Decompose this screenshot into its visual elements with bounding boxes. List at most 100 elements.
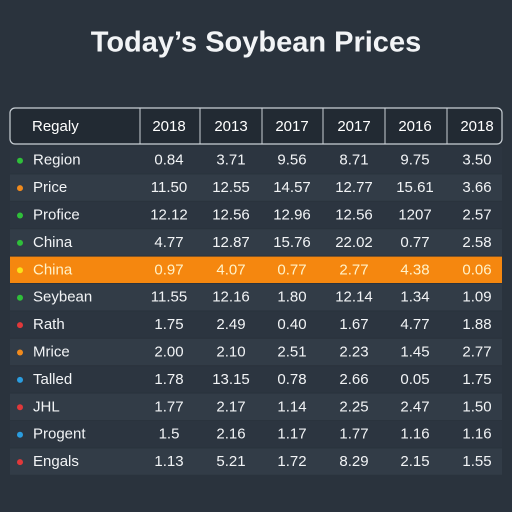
cell-value: 4.77 <box>400 316 429 333</box>
row-label: Mrice <box>33 343 70 360</box>
highlight-row <box>10 256 502 283</box>
row-label: JHL <box>33 398 60 415</box>
row-label: China <box>33 234 73 251</box>
cell-value: 22.02 <box>335 234 373 251</box>
cell-value: 1.50 <box>462 398 491 415</box>
cell-value: 1.80 <box>277 289 306 306</box>
status-dot <box>17 404 23 411</box>
cell-value: 15.61 <box>396 179 434 196</box>
row-background <box>10 311 502 338</box>
row-background <box>10 284 502 311</box>
column-header: 2018 <box>152 118 185 135</box>
cell-value: 2.51 <box>277 343 306 360</box>
cell-value: 15.76 <box>273 234 311 251</box>
cell-value: 12.56 <box>335 206 373 223</box>
status-dot <box>17 322 23 329</box>
status-dot <box>17 239 23 246</box>
status-dot <box>17 349 23 356</box>
cell-value: 12.96 <box>273 206 311 223</box>
cell-value: 0.40 <box>277 316 306 333</box>
cell-value: 1.16 <box>400 426 429 443</box>
cell-value: 1.72 <box>277 453 306 470</box>
cell-value: 1.13 <box>154 453 183 470</box>
column-header: 2017 <box>337 118 370 135</box>
cell-value: 1.75 <box>462 371 491 388</box>
cell-value: 4.07 <box>216 261 245 278</box>
cell-value: 0.06 <box>462 261 491 278</box>
row-label: Region <box>33 152 81 169</box>
column-header: 2016 <box>398 118 431 135</box>
cell-value: 2.57 <box>462 206 491 223</box>
cell-value: 0.77 <box>277 261 306 278</box>
page-title: Today’s Soybean Prices <box>91 27 421 59</box>
row-label: China <box>33 261 73 278</box>
row-background <box>10 201 502 229</box>
row-background <box>10 448 502 475</box>
cell-value: 0.77 <box>400 234 429 251</box>
cell-value: 12.55 <box>212 179 250 196</box>
cell-value: 13.15 <box>212 371 250 388</box>
cell-value: 3.66 <box>462 179 491 196</box>
cell-value: 1.09 <box>462 289 491 306</box>
cell-value: 1.88 <box>462 316 491 333</box>
cell-value: 4.38 <box>400 261 429 278</box>
cell-value: 8.29 <box>339 453 368 470</box>
cell-value: 3.50 <box>462 152 491 169</box>
column-header: Regaly <box>32 118 79 135</box>
cell-value: 12.12 <box>150 206 188 223</box>
row-background <box>10 393 502 420</box>
cell-value: 2.16 <box>216 426 245 443</box>
cell-value: 0.97 <box>154 261 183 278</box>
row-background <box>10 229 502 256</box>
column-header: 2018 <box>460 118 493 135</box>
cell-value: 1207 <box>398 206 431 223</box>
row-background <box>10 174 502 201</box>
status-dot <box>17 376 23 383</box>
status-dot <box>17 212 23 219</box>
cell-value: 12.14 <box>335 289 373 306</box>
cell-value: 2.00 <box>154 343 183 360</box>
cell-value: 1.16 <box>462 426 491 443</box>
row-background <box>10 147 502 174</box>
cell-value: 11.50 <box>151 179 187 196</box>
row-label: Seybean <box>33 289 92 306</box>
column-header: 2013 <box>214 118 247 135</box>
cell-value: 1.77 <box>154 398 183 415</box>
cell-value: 0.84 <box>154 152 183 169</box>
cell-value: 8.71 <box>339 152 368 169</box>
status-dot <box>17 294 23 301</box>
cell-value: 12.77 <box>335 179 373 196</box>
cell-value: 1.67 <box>339 316 368 333</box>
cell-value: 1.78 <box>154 371 183 388</box>
cell-value: 14.57 <box>273 179 311 196</box>
row-label: Profice <box>33 206 80 223</box>
status-dot <box>17 157 23 164</box>
row-background <box>10 338 502 366</box>
cell-value: 1.55 <box>462 453 491 470</box>
cell-value: 12.56 <box>212 206 250 223</box>
cell-value: 1.77 <box>339 426 368 443</box>
cell-value: 1.34 <box>400 289 429 306</box>
cell-value: 2.47 <box>400 398 429 415</box>
cell-value: 9.56 <box>277 152 306 169</box>
cell-value: 1.45 <box>400 343 429 360</box>
cell-value: 5.21 <box>216 453 245 470</box>
cell-value: 2.17 <box>216 398 245 415</box>
cell-value: 3.71 <box>216 152 245 169</box>
status-dot <box>17 431 23 438</box>
cell-value: 11.55 <box>151 289 187 306</box>
status-dot <box>17 459 23 466</box>
status-dot <box>17 267 23 274</box>
cell-value: 0.78 <box>277 371 306 388</box>
row-label: Rath <box>33 316 65 333</box>
cell-value: 2.58 <box>462 234 491 251</box>
status-dot <box>17 185 23 192</box>
row-background <box>10 421 502 448</box>
cell-value: 12.16 <box>212 289 250 306</box>
cell-value: 2.77 <box>339 261 368 278</box>
cell-value: 2.23 <box>339 343 368 360</box>
row-label: Progent <box>33 426 86 443</box>
cell-value: 2.25 <box>339 398 368 415</box>
